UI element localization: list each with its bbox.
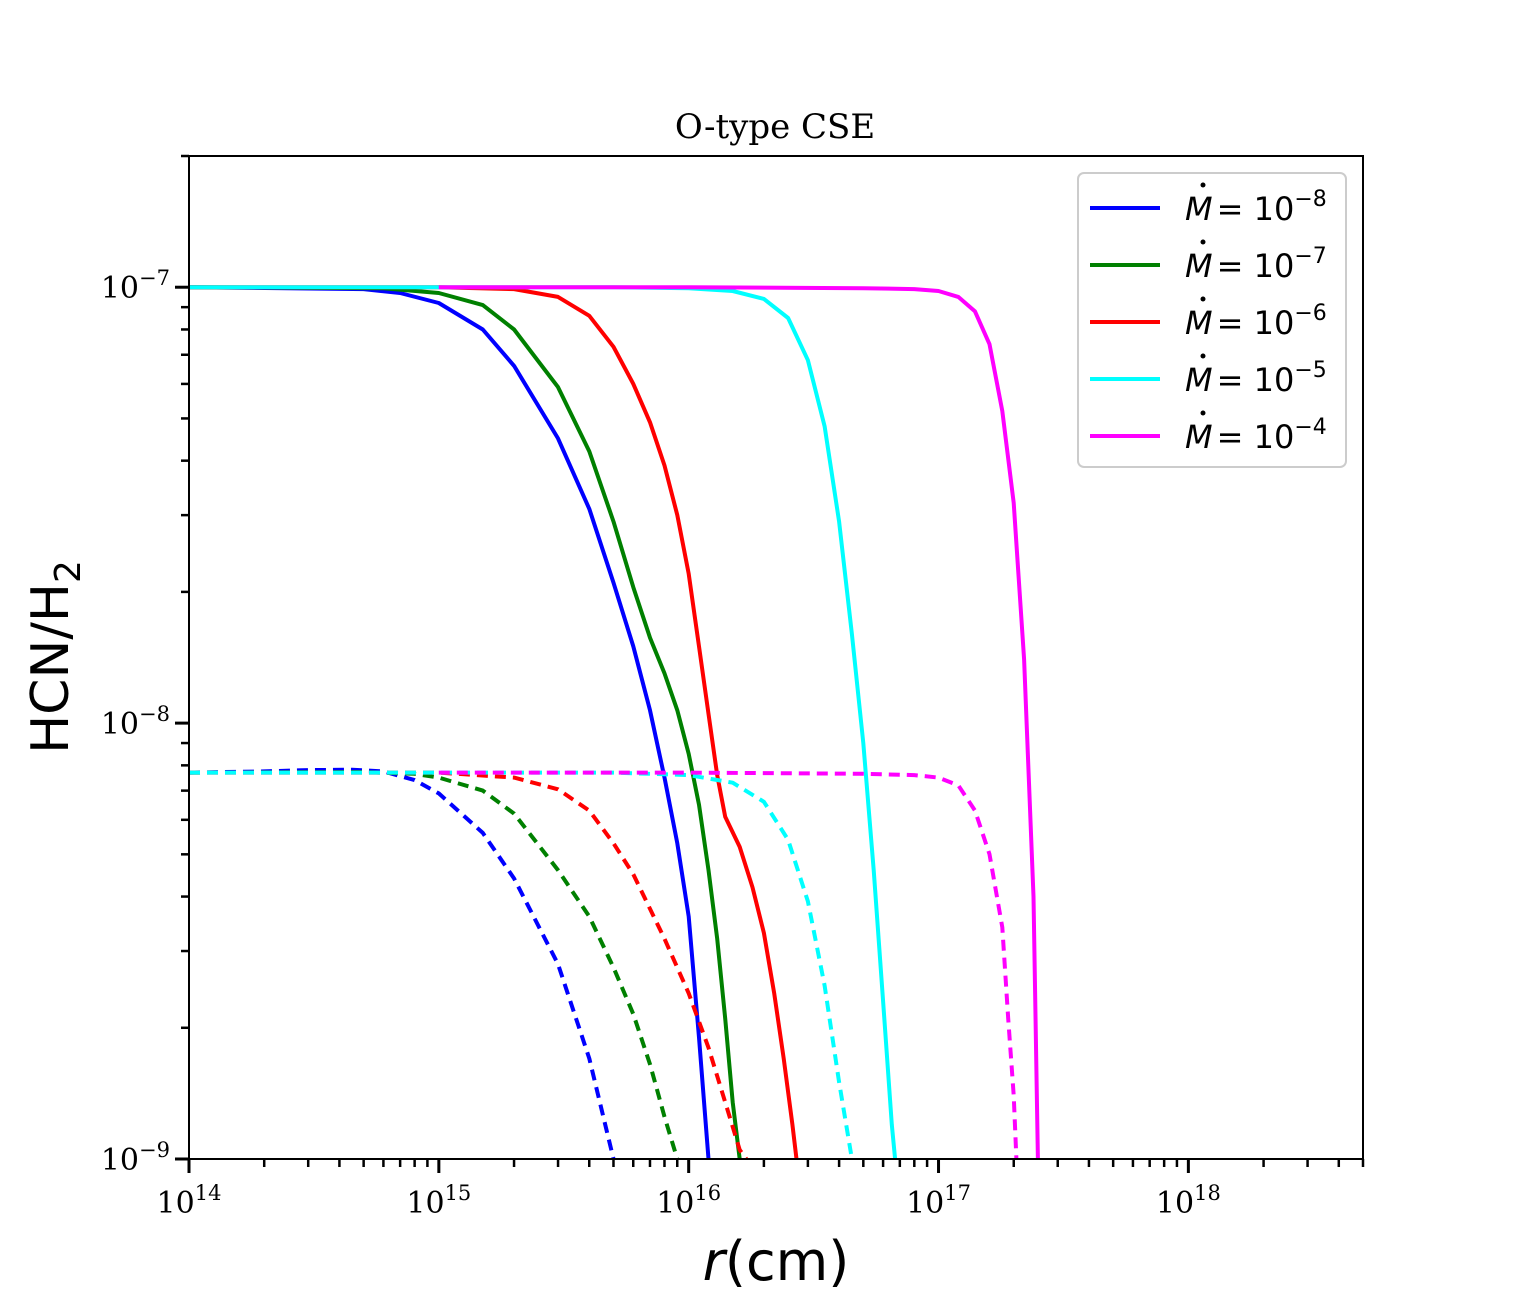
- legend-mdot-icon: [1200, 182, 1206, 188]
- x-tick-label: 1015: [406, 1181, 471, 1221]
- legend-mdot-icon: [1200, 410, 1206, 416]
- series-line-solid-1: [189, 285, 742, 1159]
- x-tick-label: 1018: [1156, 1181, 1221, 1221]
- legend-label: M = 10−4: [1185, 415, 1327, 456]
- y-tick-label: 10−9: [101, 1138, 170, 1178]
- series-line-solid-2: [189, 285, 799, 1159]
- y-tick-label: 10−8: [101, 702, 170, 742]
- y-tick-label: 10−7: [101, 266, 170, 306]
- x-axis: 1014 1015 1016 1017 1018: [157, 1159, 1365, 1221]
- legend-label: M = 10−7: [1185, 244, 1327, 285]
- plot-frame: [188, 155, 1364, 1160]
- y-axis: 10−9 10−8 10−7: [101, 154, 189, 1178]
- x-axis-label: r(cm): [703, 1230, 850, 1293]
- series-line-dashed-7: [189, 770, 748, 1159]
- legend-mdot-icon: [1200, 353, 1206, 359]
- legend-label: M = 10−5: [1185, 358, 1327, 399]
- x-tick-label: 1017: [906, 1181, 971, 1221]
- legend-mdot-icon: [1200, 296, 1206, 302]
- series-line-dashed-8: [189, 770, 854, 1159]
- series-line-solid-0: [189, 285, 711, 1159]
- legend: M = 10−8 M = 10−7 M = 10−6 M = 10−5 M = 10−4: [1077, 172, 1347, 468]
- x-tick-label: 1014: [157, 1181, 222, 1221]
- legend-box: [1077, 172, 1347, 468]
- series-layer: [189, 285, 1040, 1159]
- series-line-dashed-9: [438, 770, 1019, 1159]
- chart-title: O-type CSE: [675, 107, 875, 147]
- series-line-solid-4: [438, 285, 1040, 1159]
- legend-label: M = 10−6: [1185, 301, 1327, 342]
- legend-mdot-icon: [1200, 239, 1206, 245]
- x-tick-label: 1016: [656, 1181, 721, 1221]
- y-axis-label: HCN/H2: [21, 560, 89, 754]
- legend-label: M = 10−8: [1185, 187, 1327, 228]
